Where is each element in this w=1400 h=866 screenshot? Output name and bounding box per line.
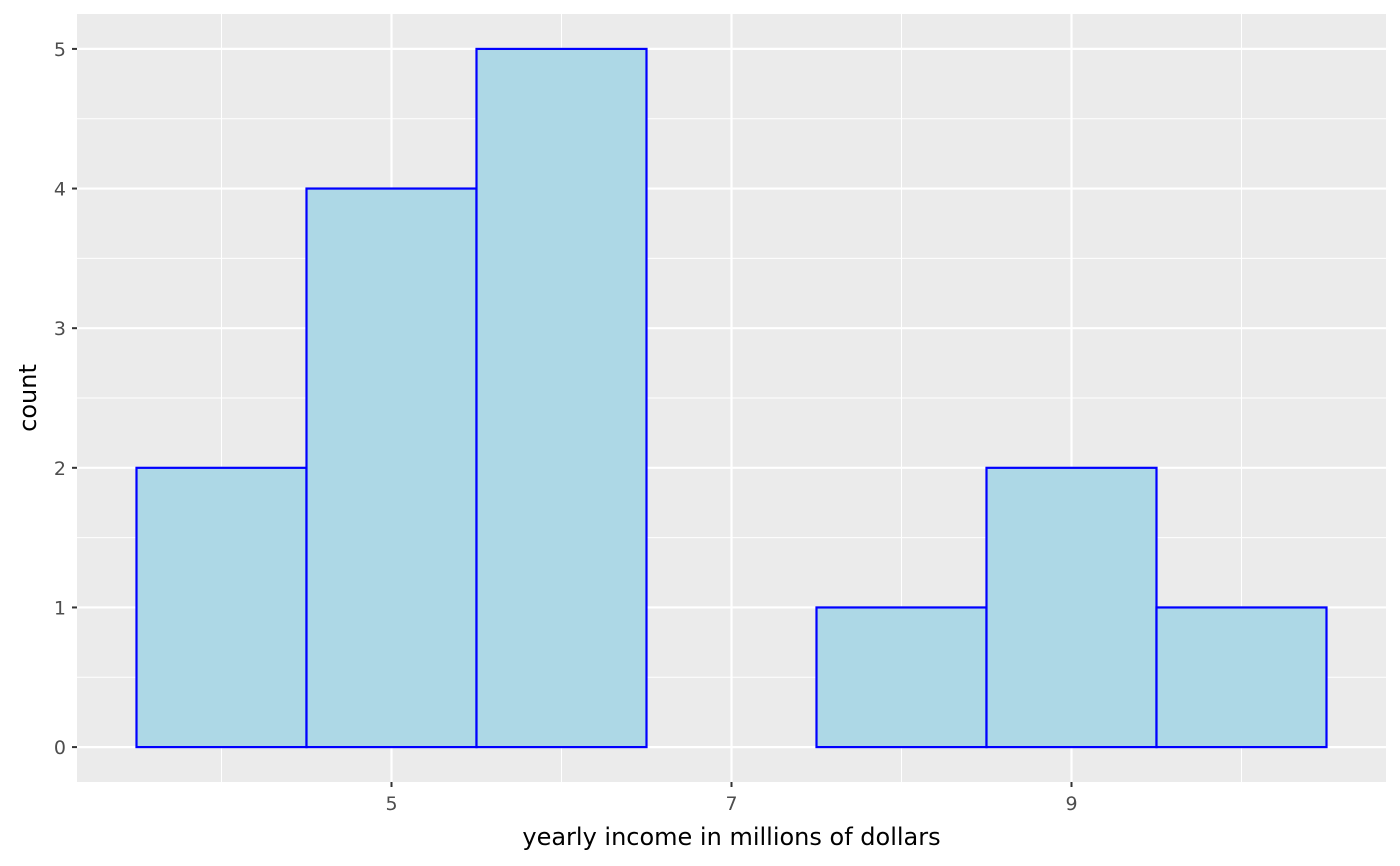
histogram-bar: [1155, 606, 1328, 749]
x-tick-label: 7: [725, 793, 737, 815]
y-tick-label: 5: [54, 39, 66, 61]
x-axis-title: yearly income in millions of dollars: [522, 823, 940, 851]
histogram-bars: [135, 47, 1328, 749]
histogram-bar: [815, 606, 988, 749]
y-tick-label: 0: [54, 737, 66, 759]
histogram-bar: [985, 466, 1158, 749]
y-axis-title: count: [14, 364, 42, 432]
x-tick-label: 9: [1065, 793, 1077, 815]
histogram-bar: [305, 187, 478, 749]
y-tick-label: 1: [54, 597, 66, 619]
histogram-bar: [475, 47, 648, 749]
histogram-bar: [135, 466, 308, 749]
x-tick-label: 5: [385, 793, 397, 815]
y-tick-label: 2: [54, 458, 66, 480]
x-axis-ticks: 5 7 9: [385, 782, 1078, 815]
y-tick-label: 3: [54, 318, 66, 340]
y-axis-ticks: 0 1 2 3 4 5: [54, 39, 77, 759]
y-tick-label: 4: [54, 179, 66, 201]
